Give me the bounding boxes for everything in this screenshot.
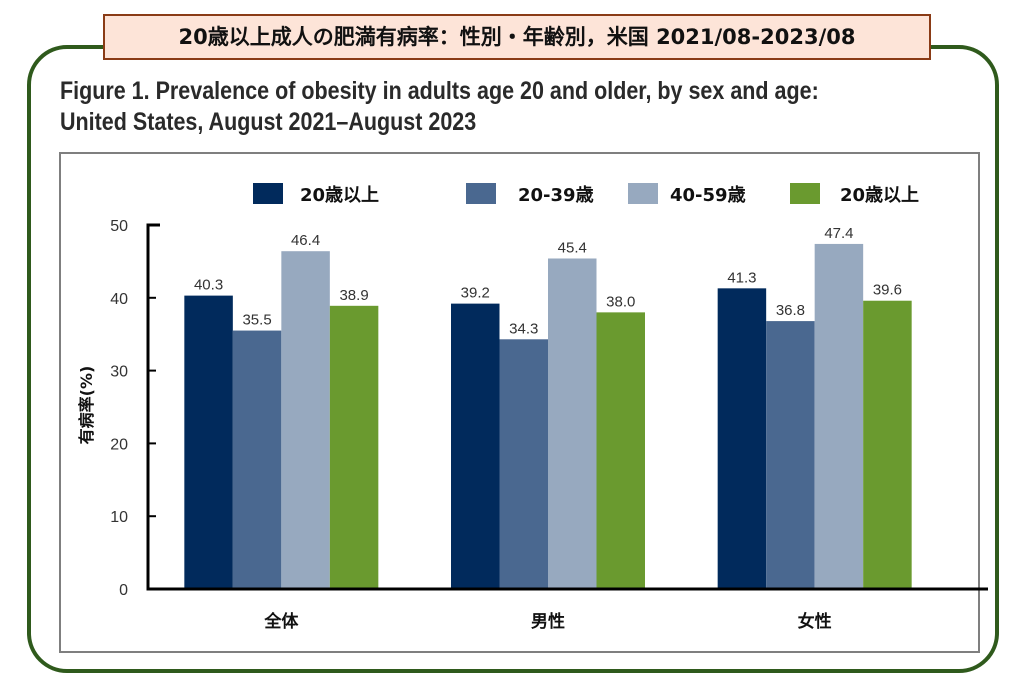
figure-title: Figure 1. Prevalence of obesity in adult… — [60, 76, 819, 138]
banner-title: 20歳以上成人の肥満有病率：性別・年齢別，米国 2021/08-2023/08 — [103, 14, 931, 60]
bar — [329, 305, 379, 589]
y-axis-label: 有病率(%) — [77, 366, 96, 445]
legend-swatch — [466, 183, 496, 204]
data-label: 47.4 — [824, 225, 853, 242]
legend-label: 20歳以上 — [300, 185, 379, 206]
chart-frame — [59, 152, 980, 653]
data-label: 36.8 — [776, 302, 805, 319]
data-label: 39.6 — [873, 282, 902, 299]
data-label: 46.4 — [291, 232, 320, 249]
data-label: 40.3 — [194, 277, 223, 294]
legend-label: 40-59歳 — [670, 185, 746, 206]
y-tick-label: 0 — [119, 582, 128, 599]
legend-swatch — [628, 183, 658, 204]
bar — [766, 321, 815, 589]
data-label: 38.0 — [606, 293, 635, 310]
y-tick-label: 50 — [110, 218, 128, 235]
data-label: 41.3 — [727, 269, 756, 286]
data-label: 35.5 — [242, 312, 271, 329]
y-tick-label: 30 — [110, 364, 128, 381]
legend-swatch — [253, 183, 283, 204]
bar — [184, 295, 233, 589]
y-tick-label: 20 — [110, 436, 128, 453]
category-label: 男性 — [531, 611, 565, 632]
legend-label: 20歳以上 — [840, 185, 919, 206]
figure-title-line1: Figure 1. Prevalence of obesity in adult… — [60, 77, 819, 105]
figure-title-line2: United States, August 2021–August 2023 — [60, 108, 477, 136]
category-label: 女性 — [798, 611, 832, 632]
legend-label: 20-39歳 — [518, 185, 594, 206]
bar — [232, 330, 282, 589]
bar — [281, 251, 330, 589]
y-tick-label: 40 — [110, 291, 128, 308]
bar — [814, 243, 864, 590]
data-label: 45.4 — [558, 239, 587, 256]
data-label: 34.3 — [509, 320, 538, 337]
bar — [451, 303, 500, 589]
bar — [596, 312, 645, 589]
bar — [499, 339, 548, 589]
bar — [863, 300, 912, 589]
bar — [717, 288, 767, 589]
data-label: 38.9 — [339, 287, 368, 304]
y-tick-label: 10 — [110, 509, 128, 526]
data-label: 39.2 — [461, 285, 490, 302]
category-label: 全体 — [263, 611, 299, 632]
bar — [548, 258, 597, 589]
legend-swatch — [790, 183, 820, 204]
